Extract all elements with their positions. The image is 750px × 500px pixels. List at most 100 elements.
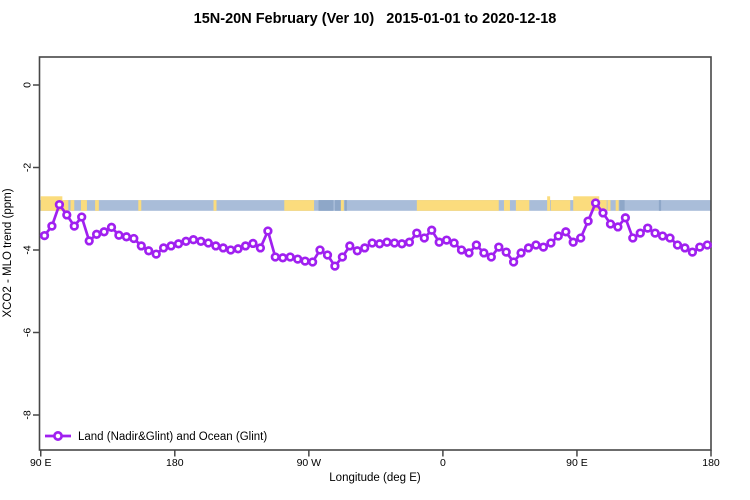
data-point: [203, 238, 213, 248]
land-patch: [213, 200, 217, 211]
y-tick-label: -8: [22, 410, 34, 419]
island-patch: [619, 200, 625, 211]
data-point: [129, 233, 139, 244]
data-point: [77, 212, 87, 222]
data-point: [285, 252, 295, 262]
data-point: [501, 247, 511, 257]
data-point: [114, 230, 124, 240]
x-tick-label: 0: [440, 457, 446, 469]
data-point: [687, 247, 698, 257]
data-point: [620, 213, 631, 223]
data-point: [69, 221, 79, 231]
data-point: [702, 240, 712, 250]
land-patch: [70, 200, 75, 211]
data-series-line: [43, 201, 708, 268]
y-tick-label: 0: [22, 82, 34, 88]
data-point: [158, 243, 169, 253]
data-point: [84, 236, 94, 246]
data-point: [531, 240, 541, 250]
x-axis-label: Longitude (deg E): [329, 472, 421, 484]
data-point: [367, 238, 377, 248]
x-axis-ticks: 90 E 180 90 W 0 90 E 180: [30, 450, 720, 469]
data-point: [240, 241, 251, 251]
data-point: [233, 244, 243, 254]
world-map-strip: [39, 196, 711, 211]
data-point: [121, 232, 132, 242]
land-patch: [138, 200, 142, 211]
land-patch: [284, 200, 315, 211]
land-patch: [515, 200, 530, 211]
island-patch: [658, 200, 662, 211]
y-tick-label: -4: [22, 245, 34, 254]
data-point: [278, 253, 288, 263]
data-point: [144, 246, 154, 256]
y-axis-ticks: 0 -2 -4 -6 -8: [22, 82, 40, 420]
y-axis-label: XCO2 - MLO trend (ppm): [2, 188, 14, 317]
y-tick-label: -6: [22, 328, 34, 337]
data-point: [643, 223, 653, 233]
island-patch: [318, 200, 334, 211]
data-point: [605, 219, 616, 229]
data-point: [613, 222, 623, 232]
land-patch: [95, 200, 99, 211]
data-point: [516, 248, 526, 258]
chart-title: 15N-20N February (Ver 10) 2015-01-01 to …: [194, 11, 557, 27]
island-patch: [334, 200, 341, 211]
data-point: [456, 245, 467, 255]
land-patch: [416, 200, 499, 211]
data-point: [255, 243, 266, 253]
data-point: [293, 254, 303, 264]
data-point: [672, 240, 683, 250]
data-point: [576, 233, 586, 243]
data-point: [106, 222, 117, 232]
legend: Land (Nadir&Glint) and Ocean (Glint): [45, 431, 267, 443]
data-point: [635, 228, 645, 238]
legend-marker-icon: [53, 431, 63, 441]
land-patch: [547, 196, 551, 211]
data-point: [650, 228, 660, 238]
land-patch: [503, 200, 510, 211]
data-point: [434, 237, 444, 247]
data-series: [39, 198, 712, 271]
data-point: [54, 199, 65, 210]
y-tick-label: -2: [22, 163, 34, 172]
data-point: [315, 245, 325, 255]
data-point: [583, 216, 593, 226]
data-point: [561, 227, 571, 237]
data-point: [382, 237, 392, 247]
data-point: [590, 198, 601, 208]
land-patch: [550, 200, 571, 211]
data-point: [99, 227, 109, 237]
data-point: [680, 243, 690, 253]
data-point: [568, 237, 578, 247]
data-point: [479, 248, 489, 258]
data-point: [397, 239, 407, 249]
data-point: [523, 243, 534, 253]
x-tick-label: 180: [702, 457, 720, 469]
ocean-strip: [39, 200, 711, 211]
data-point: [508, 257, 519, 267]
data-point: [345, 241, 355, 251]
x-tick-label: 90 E: [566, 457, 588, 469]
data-point: [337, 252, 348, 262]
data-point: [494, 242, 504, 252]
data-point: [374, 239, 385, 249]
data-point: [136, 241, 146, 251]
land-patch: [340, 200, 344, 211]
data-point: [695, 242, 705, 252]
data-point: [657, 231, 668, 241]
data-point: [91, 229, 102, 239]
data-point: [211, 241, 221, 251]
data-point: [188, 235, 199, 245]
data-point: [181, 236, 191, 246]
data-point: [62, 210, 72, 220]
data-point: [538, 242, 549, 252]
data-point: [173, 239, 184, 249]
data-point: [218, 243, 228, 253]
data-point: [427, 225, 437, 235]
data-point: [151, 249, 161, 259]
data-point: [471, 240, 482, 250]
data-point: [598, 208, 608, 218]
